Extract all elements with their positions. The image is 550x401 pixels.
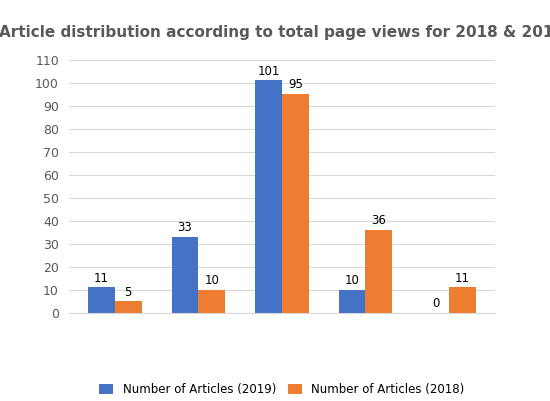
Text: 5: 5: [124, 286, 132, 298]
Bar: [115, 301, 141, 313]
Text: 11: 11: [94, 272, 109, 285]
Text: 10: 10: [345, 274, 360, 287]
Bar: [88, 288, 115, 313]
Bar: [199, 290, 225, 313]
Title: Article distribution according to total page views for 2018 & 2019: Article distribution according to total …: [0, 25, 550, 40]
Bar: [449, 288, 476, 313]
Bar: [255, 80, 282, 313]
Bar: [339, 290, 365, 313]
Text: 101: 101: [257, 65, 280, 77]
Text: 95: 95: [288, 78, 303, 91]
Text: 10: 10: [204, 274, 219, 287]
Text: 0: 0: [432, 297, 439, 310]
Text: 11: 11: [455, 272, 470, 285]
Text: 36: 36: [371, 214, 386, 227]
Text: 33: 33: [178, 221, 192, 234]
Bar: [282, 94, 309, 313]
Bar: [172, 237, 199, 313]
Bar: [365, 230, 392, 313]
Legend: Number of Articles (2019), Number of Articles (2018): Number of Articles (2019), Number of Art…: [93, 377, 471, 401]
